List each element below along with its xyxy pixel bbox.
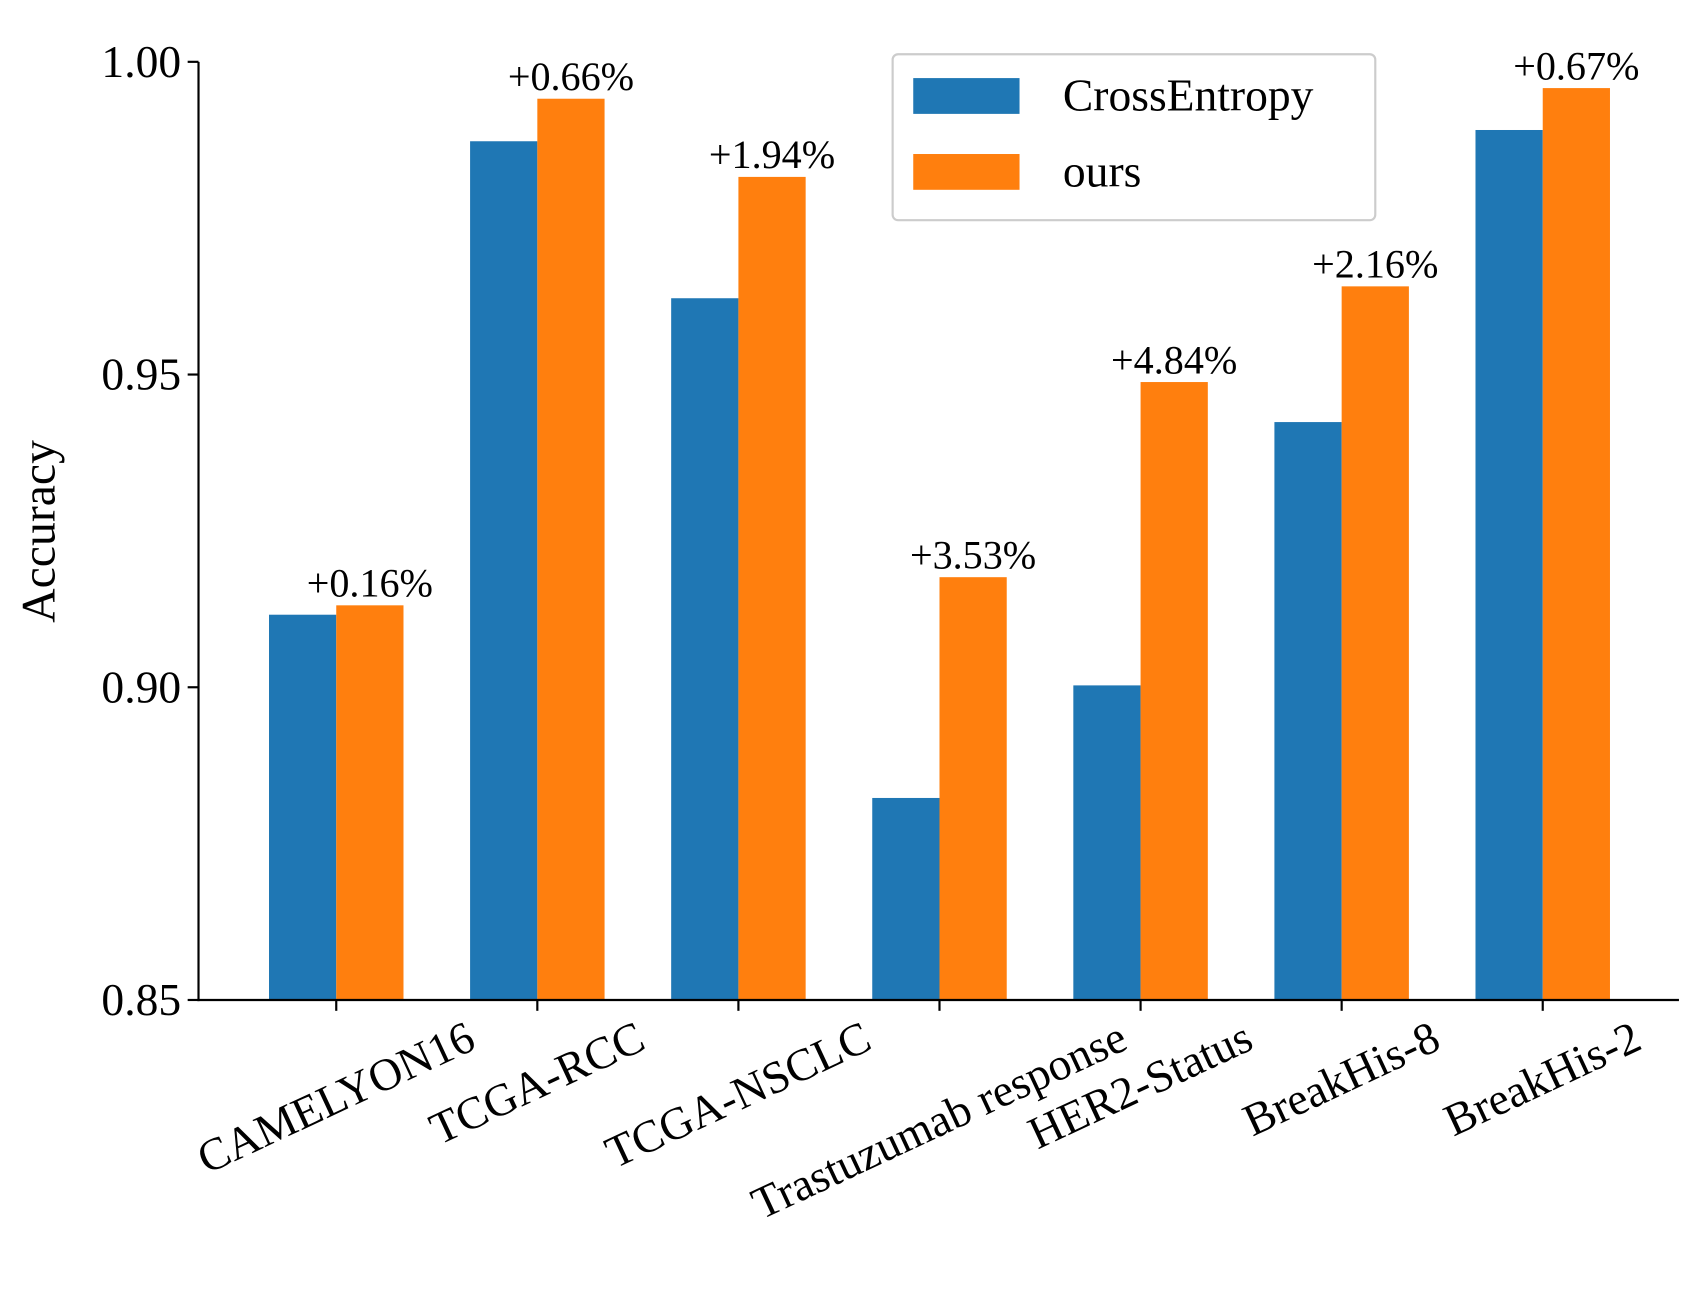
bar [537, 98, 605, 1000]
bar-annotation: +1.94% [709, 132, 835, 177]
x-tick-label: BreakHis-8 [1235, 1011, 1447, 1146]
y-tick-label: 0.95 [101, 349, 181, 400]
bar-annotation: +3.53% [910, 533, 1036, 578]
legend-swatch [913, 154, 1020, 190]
bar-annotation: +0.66% [508, 54, 634, 99]
y-tick-label: 0.85 [101, 974, 181, 1025]
y-axis-label: Accuracy [12, 440, 65, 623]
bar-annotation: +2.16% [1312, 242, 1438, 287]
y-tick-label: 1.00 [101, 36, 181, 87]
legend-swatch [913, 78, 1020, 114]
x-tick-label: CAMELYON16 [189, 1011, 482, 1184]
legend-label: CrossEntropy [1063, 70, 1314, 121]
y-tick-label: 0.90 [101, 661, 181, 712]
bar [1073, 685, 1141, 1000]
bar [1274, 422, 1342, 1000]
bar [1475, 129, 1543, 1000]
bar-annotation: +0.67% [1513, 43, 1639, 88]
legend-label: ours [1063, 146, 1141, 197]
bar [1542, 88, 1610, 1000]
bar [939, 577, 1007, 1000]
x-tick-label: BreakHis-2 [1436, 1011, 1648, 1146]
bar [738, 176, 806, 1000]
bar [1140, 382, 1208, 1000]
bar [1341, 286, 1409, 1000]
bar-annotation: +4.84% [1111, 337, 1237, 382]
bar [336, 605, 404, 1000]
bar [470, 141, 538, 1000]
bar [671, 298, 739, 1000]
bar [872, 797, 940, 1000]
bar [269, 614, 337, 1000]
bar-annotation: +0.16% [307, 561, 433, 606]
